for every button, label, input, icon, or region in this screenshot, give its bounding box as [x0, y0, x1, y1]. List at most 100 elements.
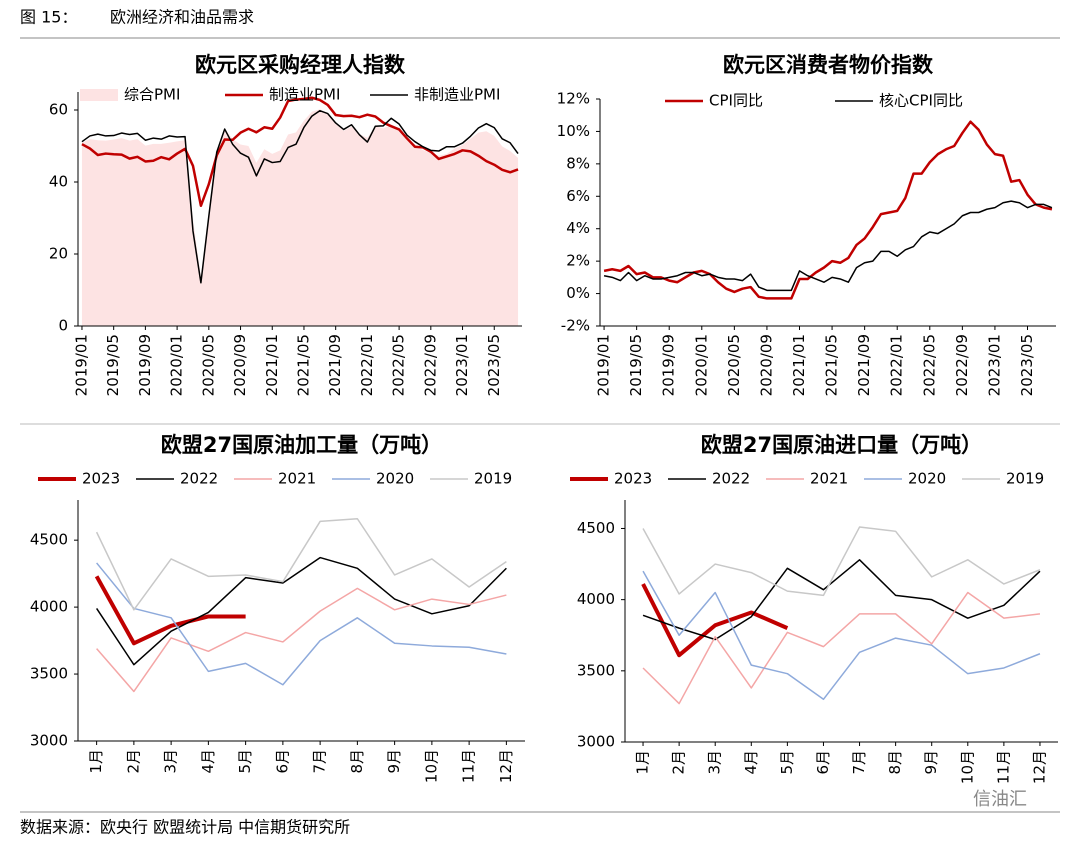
x-tick-label: 2020/01 [168, 334, 186, 396]
figure-title: 欧洲经济和油品需求 [110, 8, 254, 27]
legend-label: 2019 [474, 470, 512, 488]
x-tick-label: 9月 [922, 750, 940, 775]
x-tick-label: 2023/01 [453, 334, 471, 396]
x-tick-label: 2022/09 [421, 334, 439, 396]
line [641, 583, 789, 658]
x-tick-label: 8月 [348, 749, 366, 774]
x-tick-label: 6月 [814, 750, 832, 775]
x-tick-label: 2022/05 [920, 334, 938, 396]
y-tick-label: -2% [561, 317, 590, 335]
x-tick-label: 2021/01 [790, 334, 808, 396]
legend-label: 非制造业PMI [414, 86, 500, 104]
x-tick-label: 2020/05 [725, 334, 743, 396]
chart-title: 欧元区消费者物价指数 [723, 53, 934, 77]
legend-label: 2023 [614, 470, 652, 488]
x-tick-label: 5月 [236, 749, 254, 774]
x-tick-label: 2023/01 [985, 334, 1003, 396]
line [603, 200, 1053, 292]
x-tick-label: 2019/05 [104, 334, 122, 396]
y-tick-label: 3000 [30, 732, 68, 750]
x-tick-label: 8月 [886, 750, 904, 775]
y-tick-label: 2% [566, 252, 590, 270]
legend-label: 2023 [82, 470, 120, 488]
x-tick-label: 1月 [87, 749, 105, 774]
chart-title: 欧元区采购经理人指数 [195, 53, 406, 77]
x-tick-label: 1月 [634, 750, 652, 775]
legend-label: 2019 [1006, 470, 1044, 488]
y-tick-label: 3500 [30, 665, 68, 683]
x-tick-label: 2020/09 [231, 334, 249, 396]
y-tick-label: 3000 [577, 733, 615, 751]
x-tick-label: 12月 [1030, 750, 1048, 784]
legend-label: 综合PMI [124, 86, 180, 104]
y-tick-label: 3500 [577, 661, 615, 679]
line [642, 559, 1041, 641]
x-tick-label: 10月 [422, 749, 440, 783]
legend-swatch [80, 89, 118, 101]
line [642, 570, 1041, 701]
x-tick-label: 2月 [670, 750, 688, 775]
x-tick-label: 10月 [958, 750, 976, 784]
line [95, 556, 507, 666]
x-tick-label: 2022/01 [888, 334, 906, 396]
x-tick-label: 2023/05 [485, 334, 503, 396]
line [96, 562, 507, 686]
line [96, 587, 507, 693]
y-tick-label: 12% [557, 90, 590, 108]
legend-label: 2022 [712, 470, 750, 488]
y-tick-label: 40 [49, 173, 68, 191]
x-tick-label: 9月 [385, 749, 403, 774]
legend-label: 2021 [278, 470, 316, 488]
x-tick-label: 7月 [850, 750, 868, 775]
line [81, 96, 519, 208]
legend-label: 制造业PMI [269, 86, 340, 104]
legend-label: 2020 [376, 470, 414, 488]
y-tick-label: 20 [49, 245, 68, 263]
x-tick-label: 12月 [497, 749, 515, 783]
line [81, 109, 519, 284]
legend-label: CPI同比 [709, 92, 763, 110]
x-tick-label: 2020/01 [692, 334, 710, 396]
x-tick-label: 2022/05 [390, 334, 408, 396]
x-tick-label: 11月 [994, 750, 1012, 784]
y-tick-label: 0 [58, 317, 68, 335]
x-tick-label: 2021/09 [855, 334, 873, 396]
legend-label: 2020 [908, 470, 946, 488]
x-tick-label: 5月 [778, 750, 796, 775]
x-tick-label: 2019/09 [136, 334, 154, 396]
legend-label: 2021 [810, 470, 848, 488]
chart-title: 欧盟27国原油加工量（万吨） [161, 433, 442, 457]
line [603, 120, 1053, 300]
x-tick-label: 2022/01 [358, 334, 376, 396]
x-tick-label: 6月 [273, 749, 291, 774]
x-tick-label: 3月 [162, 749, 180, 774]
line [95, 517, 507, 611]
area [81, 109, 519, 326]
x-tick-label: 4月 [742, 750, 760, 775]
chart-title: 欧盟27国原油进口量（万吨） [701, 433, 982, 457]
y-tick-label: 0% [566, 284, 590, 302]
watermark: 信油汇 [973, 789, 1027, 810]
source: 数据来源：欧央行 欧盟统计局 中信期货研究所 [20, 818, 350, 837]
y-tick-label: 4% [566, 219, 590, 237]
x-tick-label: 4月 [199, 749, 217, 774]
y-tick-label: 4000 [577, 590, 615, 608]
y-tick-label: 4000 [30, 598, 68, 616]
y-tick-label: 60 [49, 101, 68, 119]
line [94, 575, 246, 646]
x-tick-label: 2022/09 [953, 334, 971, 396]
x-tick-label: 2021/09 [326, 334, 344, 396]
x-tick-label: 2019/09 [660, 334, 678, 396]
y-tick-label: 4500 [30, 531, 68, 549]
legend-label: 核心CPI同比 [879, 92, 963, 110]
y-tick-label: 6% [566, 187, 590, 205]
line [642, 591, 1041, 705]
y-tick-label: 10% [557, 122, 590, 140]
x-tick-label: 2020/05 [199, 334, 217, 396]
x-tick-label: 7月 [311, 749, 329, 774]
line [642, 526, 1041, 597]
x-tick-label: 2021/05 [823, 334, 841, 396]
legend-label: 2022 [180, 470, 218, 488]
x-tick-label: 2021/01 [263, 334, 281, 396]
